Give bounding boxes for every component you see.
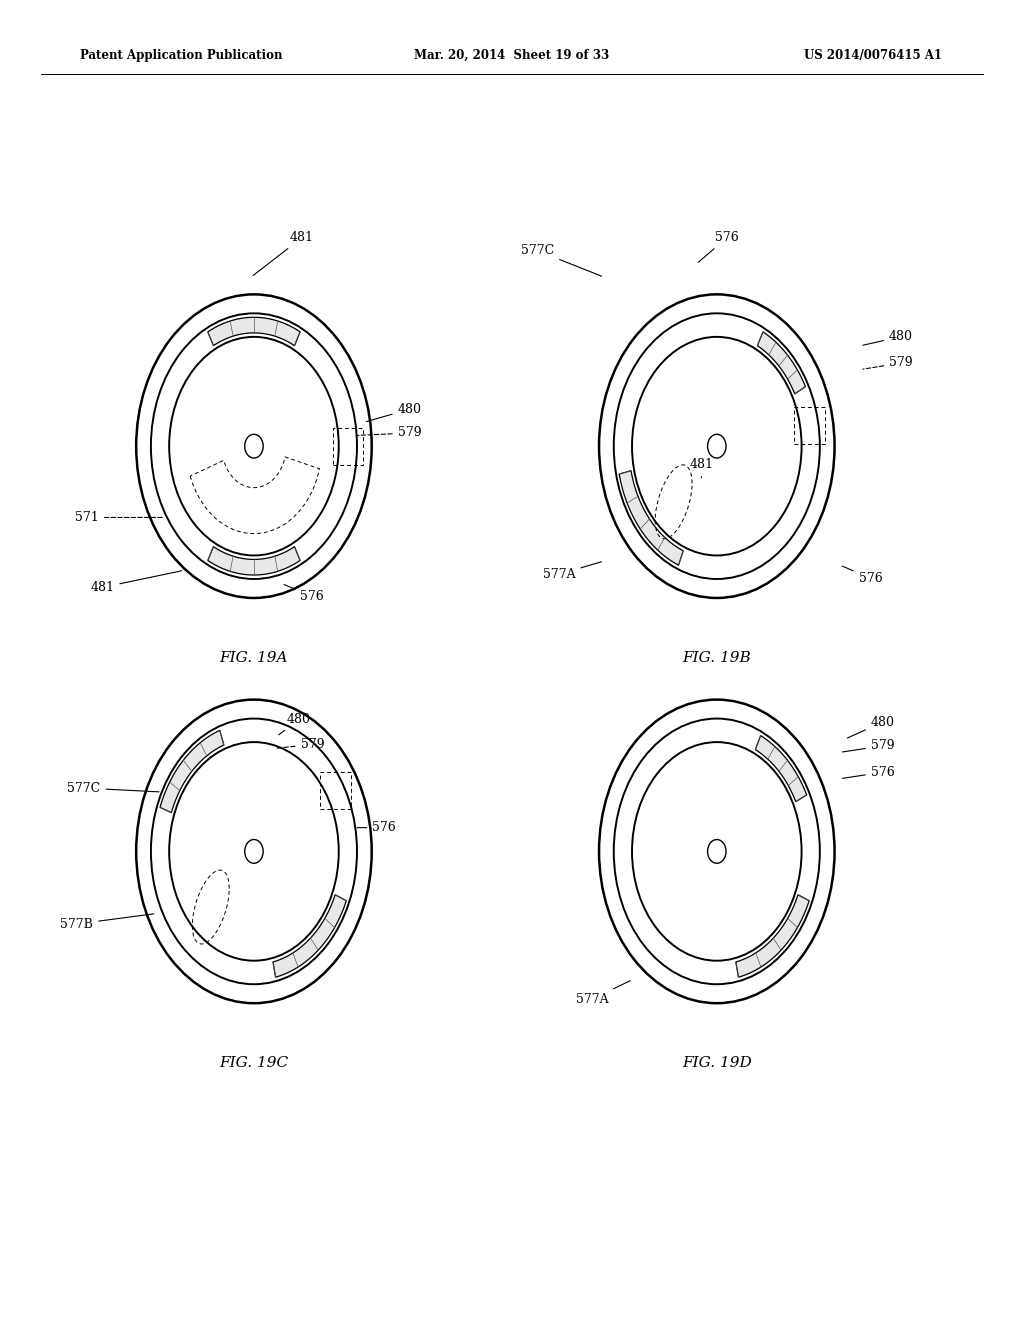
Text: 571: 571	[75, 511, 164, 524]
Text: 579: 579	[356, 426, 422, 440]
Bar	[319, 772, 350, 809]
Text: 480: 480	[863, 330, 913, 346]
Text: US 2014/0076415 A1: US 2014/0076415 A1	[804, 49, 942, 62]
Text: 577B: 577B	[60, 913, 154, 931]
Text: FIG. 19B: FIG. 19B	[682, 651, 752, 665]
Polygon shape	[208, 317, 300, 346]
Text: 480: 480	[847, 715, 895, 738]
Text: 481: 481	[90, 570, 181, 594]
Text: FIG. 19A: FIG. 19A	[220, 651, 288, 665]
Bar	[333, 428, 364, 465]
Text: FIG. 19C: FIG. 19C	[219, 1056, 289, 1071]
Polygon shape	[620, 471, 683, 565]
Text: Patent Application Publication: Patent Application Publication	[80, 49, 283, 62]
Text: 577A: 577A	[575, 981, 631, 1006]
Text: 579: 579	[863, 356, 913, 370]
Text: FIG. 19D: FIG. 19D	[682, 1056, 752, 1071]
Text: 576: 576	[698, 231, 739, 263]
Bar	[794, 407, 824, 444]
Text: 577A: 577A	[543, 562, 601, 581]
Text: Mar. 20, 2014  Sheet 19 of 33: Mar. 20, 2014 Sheet 19 of 33	[415, 49, 609, 62]
Text: 576: 576	[843, 766, 895, 779]
Polygon shape	[758, 331, 806, 393]
Polygon shape	[160, 730, 224, 813]
Text: 577C: 577C	[68, 781, 159, 795]
Polygon shape	[756, 735, 807, 801]
Polygon shape	[208, 546, 300, 576]
Text: 579: 579	[843, 739, 895, 752]
Text: 576: 576	[357, 821, 396, 834]
Text: 481: 481	[689, 458, 714, 478]
Text: 577C: 577C	[521, 244, 601, 276]
Text: 480: 480	[279, 713, 311, 735]
Polygon shape	[273, 895, 346, 977]
Text: 576: 576	[842, 566, 883, 585]
Text: 579: 579	[278, 738, 325, 751]
Text: 576: 576	[284, 585, 325, 603]
Polygon shape	[736, 895, 809, 977]
Text: 480: 480	[367, 403, 422, 421]
Text: 481: 481	[253, 231, 314, 276]
